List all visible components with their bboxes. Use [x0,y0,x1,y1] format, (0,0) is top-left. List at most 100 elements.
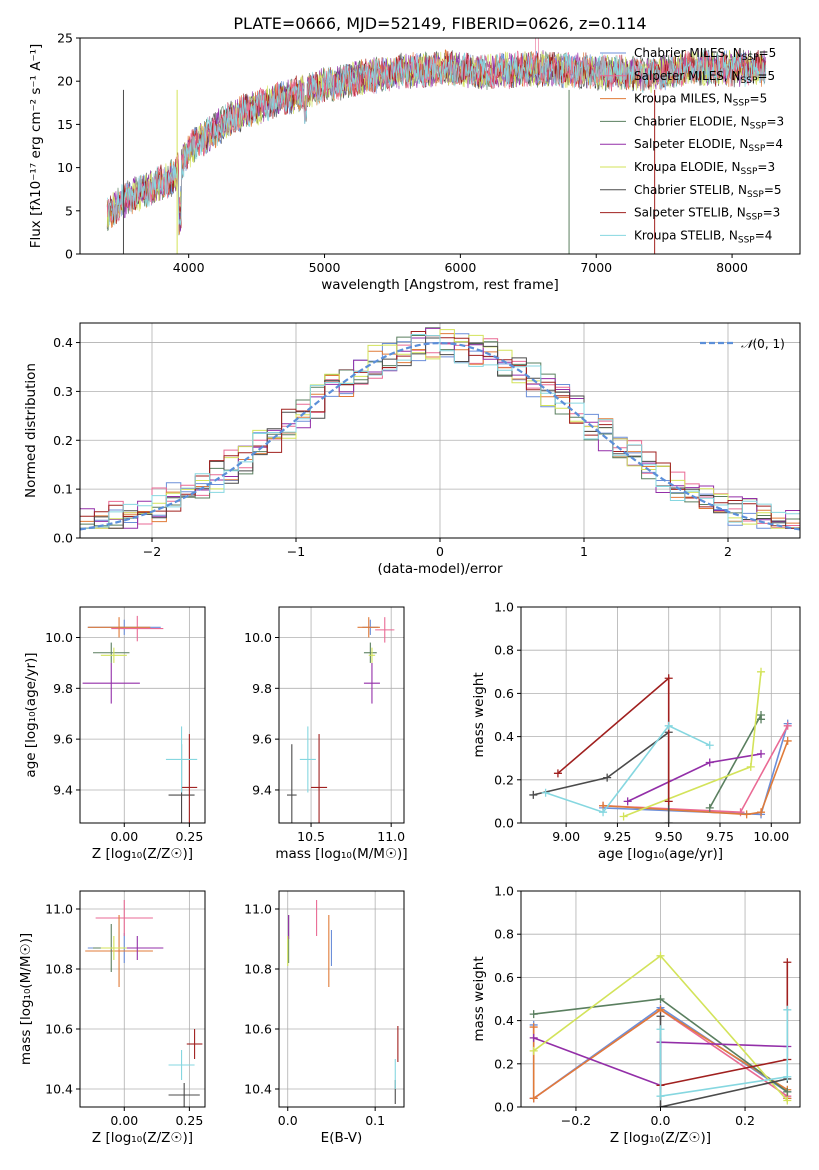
tick-label-y: 9.4 [53,782,73,797]
y-axis-label: Normed distribution [23,363,39,498]
weight-line-kroupa_miles [603,740,789,816]
weight-marker-kroupa_elodie [746,762,755,771]
errorbar-point-salpeter_miles [95,900,153,936]
errorbar-point-kroupa_stelib [165,726,198,793]
tick-label-x: 10.00 [753,829,789,844]
axes-frame [79,322,801,539]
legend-label-kroupa_stelib: Kroupa STELIB, NSSP=4 [634,228,772,245]
plot-area [82,615,198,823]
errorbar-point-salpeter_elodie [363,662,380,704]
weight-marker-kroupa_stelib [541,788,550,797]
tick-label-x: 5000 [309,260,341,275]
y-axis-label: age [log₁₀(age/yr)] [23,652,39,777]
legend-label-salpeter_stelib: Salpeter STELIB, NSSP=3 [634,206,780,223]
weight-marker-kroupa_miles [783,736,792,745]
tick-label-y: 0.6 [494,686,514,701]
legend-label-kroupa_elodie: Kroupa ELODIE, NSSP=3 [634,160,775,177]
plot-area [529,951,792,1107]
errorbar-point-chabrier_stelib [168,1083,200,1107]
histogram-kroupa_stelib [80,334,800,529]
tick-label-y: 9.6 [53,732,73,747]
weight-marker-chabrier_elodie [529,1010,538,1019]
tick-label-y: 0.0 [494,1100,514,1115]
tick-label-x: 8000 [716,260,748,275]
plot-area [106,38,767,254]
legend-label-chabrier_elodie: Chabrier ELODIE, NSSP=3 [634,114,784,131]
y-axis-label: mass weight [471,672,487,757]
tick-label-x: 7000 [580,260,612,275]
tick-label-y: 9.8 [53,681,73,696]
tick-label-y: 11.0 [45,902,73,917]
tick-label-y: 10.8 [45,962,73,977]
axes-frame [79,606,206,824]
errorbar-point-chabrier_elodie [93,642,130,663]
tick-label-x: 0.1 [365,1113,385,1128]
weight-line-kroupa_stelib [545,724,711,814]
errorbar-point-kroupa_stelib [299,726,316,793]
weight-marker-salpeter_elodie [623,797,632,806]
axes-frame [79,37,801,255]
weight-marker-kroupa_stelib [656,1092,665,1101]
tick-label-y: 0.6 [494,970,514,985]
y-axis-label: mass weight [471,956,487,1041]
chart-age-vs-z: 0.00 0.25 9.4 9.6 9.8 10.0 Z [log₁₀(Z/Z☉)] age … [23,606,206,862]
weight-marker-salpeter_stelib [664,797,673,806]
errorbar-point-kroupa_elodie [368,647,376,663]
chart-spectrum: 4000 5000 6000 7000 8000 0 5 10 15 20 25 wavelength… [28,14,801,293]
x-axis-label: Z [log₁₀(Z/Z☉)] [610,1130,711,1146]
weight-marker-chabrier_elodie [656,995,665,1003]
tick-label-y: 9.8 [252,681,272,696]
plot-area [287,617,395,823]
weight-marker-kroupa_elodie [757,667,766,676]
x-axis-label: Z [log₁₀(Z/Z☉)] [92,846,193,862]
chart-age-vs-mass: 10.5 11.0 9.4 9.6 9.8 10.0 mass [log₁₀(M/M☉)] [244,606,408,862]
tick-label-y: 0.4 [53,335,73,350]
weight-line-salpeter_stelib [557,676,670,802]
errorbar-point-kroupa_miles [357,617,380,638]
weight-marker-salpeter_miles [783,721,792,730]
plot-area [85,900,203,1107]
tick-label-y: 0.4 [494,729,514,744]
axes-frame [79,890,206,1108]
weight-marker-salpeter_elodie [757,749,766,758]
weight-marker-salpeter_miles [736,808,745,817]
tick-label-y: 0.2 [494,1056,514,1071]
weight-marker-chabrier_elodie [705,803,714,812]
tick-label-x: 2 [724,544,732,559]
weight-marker-chabrier_elodie [757,715,766,724]
plot-area [529,667,792,823]
tick-label-y: 0.0 [53,531,73,546]
errorbar-point-kroupa_stelib [168,1050,195,1080]
tick-label-y: 0 [65,247,73,262]
tick-label-x: 0.0 [278,1113,298,1128]
weight-marker-chabrier_stelib [656,1012,665,1021]
tick-label-x: 0.25 [175,829,203,844]
weight-marker-chabrier_stelib [529,790,538,799]
tick-label-y: 0.8 [494,927,514,942]
axes-frame [278,890,405,1108]
tick-label-y: 5 [65,203,73,218]
legend: Chabrier MILES, NSSP=5 Salpeter MILES, NS… [600,46,784,245]
tick-label-x: 0.2 [735,1113,755,1128]
tick-label-x: 6000 [444,260,476,275]
tick-label-y: 0.3 [53,384,73,399]
tick-label-x: 10.5 [297,829,325,844]
legend-label-kroupa_miles: Kroupa MILES, NSSP=5 [634,92,767,109]
x-axis-label: Z [log₁₀(Z/Z☉)] [92,1130,193,1146]
tick-label-x: 0.00 [110,1113,138,1128]
chart-mass-vs-z: 0.00 0.25 10.4 10.6 10.8 11.0 Z [log₁₀(Z/Z☉)] m… [18,890,206,1146]
weight-line-salpeter_stelib [660,962,789,1087]
weight-marker-salpeter_stelib [783,958,792,967]
tick-label-y: 10.6 [45,1022,73,1037]
y-axis-label: Flux [fλ10⁻¹⁷ erg cm⁻² s⁻¹ A⁻¹] [28,44,44,249]
chart-residuals: −2 −1 0 1 2 0.0 0.1 0.2 0.3 0.4 (data-model)/error… [23,322,801,577]
tick-label-y: 11.0 [244,902,272,917]
weight-marker-salpeter_elodie [529,1033,538,1042]
tick-label-x: 0 [436,544,444,559]
weight-marker-salpeter_stelib [553,769,562,778]
tick-label-y: 10.0 [45,630,73,645]
axes-frame [520,606,801,824]
tick-label-x: 9.25 [603,829,631,844]
legend-label-chabrier_miles: Chabrier MILES, NSSP=5 [634,46,776,63]
errorbar-point-salpeter_miles [111,615,164,642]
